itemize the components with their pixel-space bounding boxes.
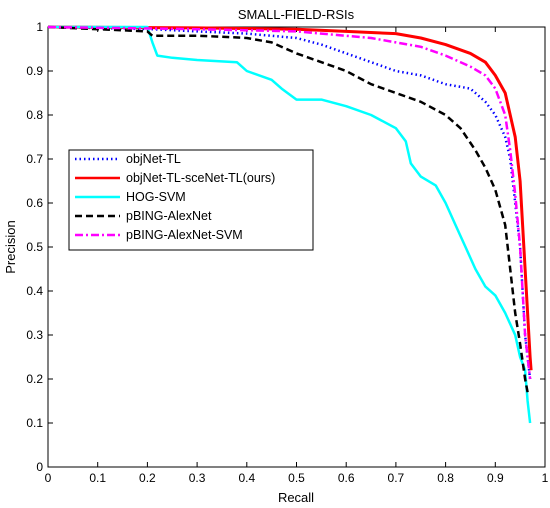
legend-box — [68, 149, 314, 251]
y-tick-label: 0.9 — [26, 64, 43, 78]
x-tick-label: 0.1 — [89, 471, 106, 485]
y-tick-label: 1 — [36, 20, 43, 34]
series-line-3 — [48, 25, 532, 424]
y-tick-label: 0.5 — [26, 240, 43, 254]
y-tick-label: 0.1 — [26, 416, 43, 430]
x-axis-label: Recall — [278, 490, 314, 505]
x-tick-label: 0.3 — [189, 471, 206, 485]
x-tick-label: 0.6 — [338, 471, 355, 485]
series-line-5 — [47, 25, 532, 380]
y-axis-label: Precision — [3, 220, 18, 273]
x-tick-label: 0.2 — [139, 471, 156, 485]
series-layer — [47, 25, 533, 424]
series-line-4 — [47, 25, 529, 393]
legend-label: objNet-TL-sceNet-TL(ours) — [126, 171, 275, 185]
legend: objNet-TL objNet-TL-sceNet-TL(ours) HOG-SV… — [68, 149, 314, 251]
x-tick-label: 0.8 — [437, 471, 454, 485]
y-tick-label: 0.6 — [26, 196, 43, 210]
x-tick-label: 0.4 — [238, 471, 255, 485]
y-tick-label: 0.7 — [26, 152, 43, 166]
legend-label: HOG-SVM — [126, 190, 186, 204]
y-tick-label: 0.3 — [26, 328, 43, 342]
y-tick-label: 0.4 — [26, 284, 43, 298]
legend-label: pBING-AlexNet-SVM — [126, 228, 243, 242]
y-tick-label: 0 — [36, 460, 43, 474]
y-tick-label: 0.2 — [26, 372, 43, 386]
y-tick-labels: 0 0.1 0.2 0.3 0.4 0.5 0.6 0.7 0.8 0.9 1 — [26, 20, 43, 474]
x-tick-labels: 0 0.1 0.2 0.3 0.4 0.5 0.6 0.7 0.8 0.9 1 — [45, 471, 549, 485]
legend-label: pBING-AlexNet — [126, 209, 212, 223]
series-line-2 — [47, 25, 533, 371]
legend-label: objNet-TL — [126, 152, 181, 166]
x-tick-label: 0 — [45, 471, 52, 485]
x-tick-label: 0.9 — [487, 471, 504, 485]
chart-title: SMALL-FIELD-RSIs — [238, 7, 355, 22]
x-tick-label: 1 — [542, 471, 549, 485]
x-tick-label: 0.5 — [288, 471, 305, 485]
x-tick-label: 0.7 — [388, 471, 405, 485]
y-tick-label: 0.8 — [26, 108, 43, 122]
